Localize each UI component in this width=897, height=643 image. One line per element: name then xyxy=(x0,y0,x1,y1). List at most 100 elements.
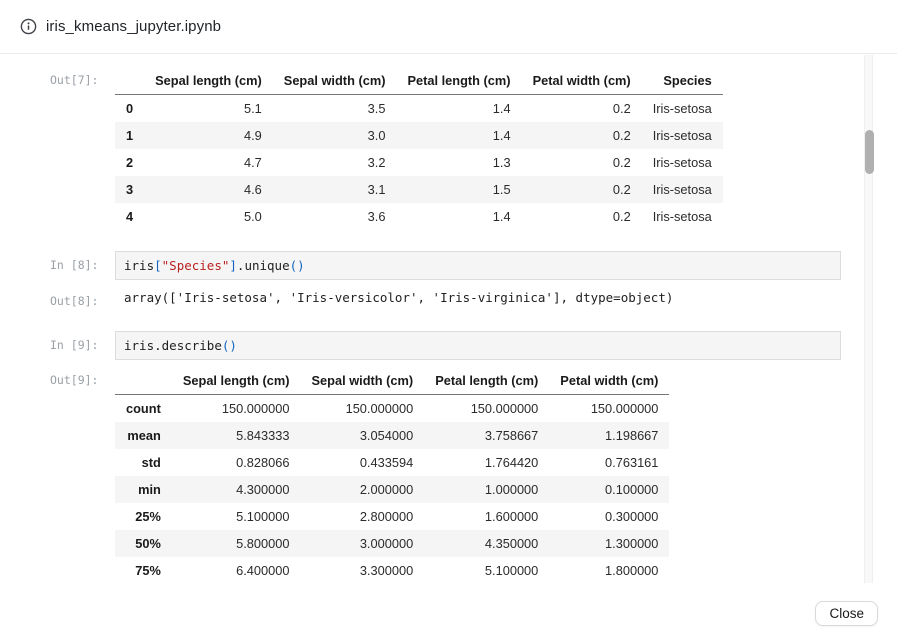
table-cell: 0.2 xyxy=(612,128,631,143)
table-cell: 0.100000 xyxy=(605,482,659,497)
table-cell: 1.3 xyxy=(492,155,511,170)
table-cell: 3.300000 xyxy=(359,563,414,578)
column-header: Sepal width (cm) xyxy=(300,367,425,395)
column-header: Petal length (cm) xyxy=(396,67,522,95)
table-row: 50% 5.800000 3.000000 4.350000 1.300000 xyxy=(115,530,670,557)
table-cell: 5.1 xyxy=(243,101,262,116)
column-header: Sepal length (cm) xyxy=(144,67,273,95)
table-cell: 5.800000 xyxy=(236,536,290,551)
cell-out7: Out[7]: Sepal length (cm) Sepal width (cm… xyxy=(50,67,841,230)
row-header: min xyxy=(138,482,161,497)
column-header: Petal width (cm) xyxy=(549,367,670,395)
code-token-plain: . xyxy=(236,258,245,273)
table-row: 75% 6.400000 3.300000 5.100000 1.800000 xyxy=(115,557,669,583)
output-text: array(['Iris-setosa', 'Iris-versicolor',… xyxy=(124,290,674,305)
table-row: 1 4.9 3.0 1.4 0.2 Iris-setosa xyxy=(115,122,723,149)
table-cell: 150.000000 xyxy=(590,401,659,416)
table-cell: 1.764420 xyxy=(484,455,539,470)
column-header: Sepal width (cm) xyxy=(272,67,397,95)
code-token-plain: iris xyxy=(124,338,155,353)
table-header-row: Sepal length (cm) Sepal width (cm) Petal l… xyxy=(115,367,670,395)
code-token-bracket: ( xyxy=(221,338,230,353)
code-cell: iris.describe() xyxy=(115,331,841,360)
code-cell: iris["Species"].unique() xyxy=(115,251,841,280)
table-cell: 4.300000 xyxy=(236,482,290,497)
table-cell: 2.800000 xyxy=(359,509,414,524)
column-header: Species xyxy=(641,67,723,95)
row-header: 50% xyxy=(135,536,161,551)
cell-in8: In [8]: iris["Species"].unique() xyxy=(50,251,841,280)
table-cell: 150.000000 xyxy=(345,401,414,416)
table-cell: 3.2 xyxy=(367,155,386,170)
table-row: min 4.300000 2.000000 1.000000 0.100000 xyxy=(115,476,670,503)
table-cell: 3.758667 xyxy=(484,428,539,443)
code-token-bracket: ] xyxy=(229,258,237,273)
code-token-plain: describe xyxy=(161,338,222,353)
info-icon xyxy=(20,18,37,35)
dialog-title-bar: iris_kmeans_jupyter.ipynb xyxy=(0,0,897,54)
table-row: 3 4.6 3.1 1.5 0.2 Iris-setosa xyxy=(115,176,723,203)
table-cell: 5.100000 xyxy=(484,563,539,578)
dataframe-head-table: Sepal length (cm) Sepal width (cm) Petal l… xyxy=(115,67,723,230)
table-cell: 4.350000 xyxy=(484,536,539,551)
cell-in9: In [9]: iris.describe() xyxy=(50,331,841,360)
dialog-title: iris_kmeans_jupyter.ipynb xyxy=(46,18,222,35)
output-prompt: Out[9]: xyxy=(50,373,99,387)
table-cell: 3.5 xyxy=(367,101,386,116)
code-token-plain: . xyxy=(154,338,162,353)
row-header: mean xyxy=(127,428,161,443)
table-cell: 1.000000 xyxy=(484,482,539,497)
table-cell: 3.000000 xyxy=(359,536,414,551)
row-header: 25% xyxy=(135,509,161,524)
table-cell: 4.9 xyxy=(243,128,262,143)
column-header: Petal width (cm) xyxy=(521,67,642,95)
table-cell: 1.5 xyxy=(492,182,511,197)
scrollbar-thumb[interactable] xyxy=(865,130,874,174)
column-header xyxy=(115,367,172,395)
table-cell: 0.828066 xyxy=(236,455,290,470)
table-cell: 1.4 xyxy=(492,128,511,143)
input-prompt: In [8]: xyxy=(50,258,99,272)
row-header: count xyxy=(126,401,161,416)
table-cell: Iris-setosa xyxy=(652,182,712,197)
table-cell: 6.400000 xyxy=(236,563,290,578)
notebook-scroll-area[interactable]: Out[7]: Sepal length (cm) Sepal width (cm… xyxy=(0,54,897,583)
table-cell: 0.433594 xyxy=(359,455,414,470)
table-cell: 3.0 xyxy=(367,128,386,143)
row-header: 0 xyxy=(126,101,134,116)
table-cell: Iris-setosa xyxy=(652,155,712,170)
table-cell: 5.100000 xyxy=(236,509,290,524)
row-header: 2 xyxy=(126,155,134,170)
close-button[interactable]: Close xyxy=(815,601,878,626)
table-cell: 5.843333 xyxy=(236,428,290,443)
column-header: Petal length (cm) xyxy=(424,367,550,395)
table-cell: 3.1 xyxy=(367,182,386,197)
scrollbar-track[interactable] xyxy=(864,55,874,583)
row-header: 3 xyxy=(126,182,134,197)
table-cell: 0.2 xyxy=(612,209,631,224)
table-cell: Iris-setosa xyxy=(652,128,712,143)
output-prompt: Out[8]: xyxy=(50,294,99,308)
table-row: count 150.000000 150.000000 150.000000 150.0… xyxy=(115,395,669,423)
table-header-row: Sepal length (cm) Sepal width (cm) Petal l… xyxy=(115,67,723,95)
table-cell: 1.800000 xyxy=(605,563,659,578)
table-cell: 1.300000 xyxy=(605,536,659,551)
table-row: 2 4.7 3.2 1.3 0.2 Iris-setosa xyxy=(115,149,723,176)
table-cell: Iris-setosa xyxy=(652,101,712,116)
input-prompt: In [9]: xyxy=(50,338,99,352)
code-token-string: "Species" xyxy=(161,258,230,273)
column-header xyxy=(115,67,145,95)
table-row: 25% 5.100000 2.800000 1.600000 0.300000 xyxy=(115,503,669,530)
table-cell: 1.198667 xyxy=(605,428,659,443)
table-cell: 4.6 xyxy=(243,182,262,197)
output-prompt: Out[7]: xyxy=(50,73,99,87)
dataframe-describe-table: Sepal length (cm) Sepal width (cm) Petal l… xyxy=(115,367,670,583)
table-cell: 0.2 xyxy=(612,101,631,116)
cell-out8: Out[8]: array(['Iris-setosa', 'Iris-vers… xyxy=(50,288,841,308)
table-cell: 1.4 xyxy=(492,101,511,116)
table-cell: 5.0 xyxy=(243,209,262,224)
table-row: std 0.828066 0.433594 1.764420 0.763161 xyxy=(115,449,669,476)
table-cell: 1.600000 xyxy=(484,509,539,524)
table-cell: 0.300000 xyxy=(605,509,659,524)
